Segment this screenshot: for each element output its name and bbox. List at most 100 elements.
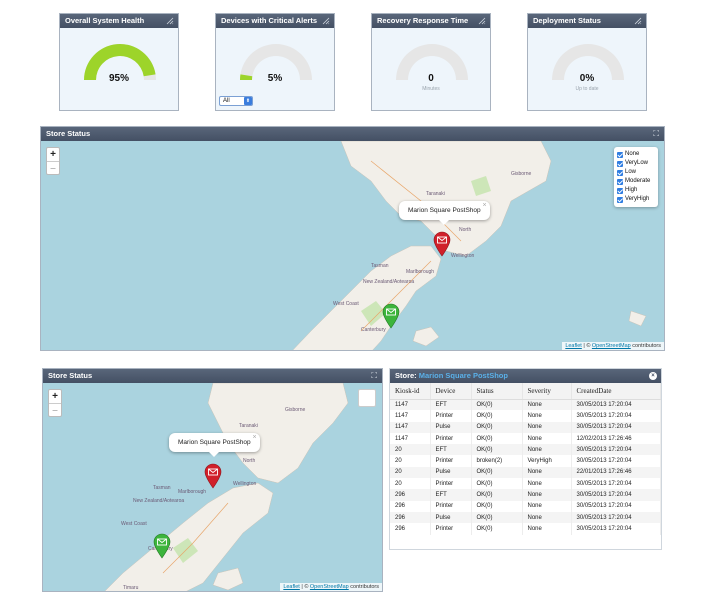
table-row[interactable]: 296 EFT OK(0) None 30/05/2013 17:20:04 — [390, 489, 661, 501]
legend-row-none[interactable]: None — [617, 150, 655, 159]
column-header[interactable]: CreatedDate — [571, 383, 661, 400]
table-row[interactable]: 20 Printer OK(0) None 30/05/2013 17:20:04 — [390, 478, 661, 490]
leaflet-link[interactable]: Leaflet — [283, 584, 300, 590]
map-attribution: Leaflet | © OpenStreetMap contributors — [562, 342, 664, 350]
legend-label: Low — [625, 169, 637, 175]
table-row[interactable]: 296 Printer OK(0) None 30/05/2013 17:20:04 — [390, 523, 661, 535]
table-cell: OK(0) — [471, 523, 523, 535]
table-cell: OK(0) — [471, 444, 523, 456]
table-cell: None — [522, 511, 572, 524]
store-name-link[interactable]: Marion Square PostShop — [418, 371, 508, 380]
place-label: Taranaki — [239, 423, 258, 429]
resize-icon[interactable] — [634, 17, 642, 25]
select-arrow-icon: ⬍ — [244, 97, 252, 105]
place-label: Tasman — [371, 263, 389, 269]
table-cell: Printer — [430, 523, 472, 535]
map-title: Store Status — [41, 127, 664, 141]
table-row[interactable]: 1147 EFT OK(0) None 30/05/2013 17:20:04 — [390, 399, 661, 411]
table-row[interactable]: 296 Printer OK(0) None 30/05/2013 17:20:04 — [390, 500, 661, 512]
legend-row-high[interactable]: High — [617, 186, 655, 195]
layer-toggle-button[interactable] — [358, 389, 376, 407]
table-row[interactable]: 296 Pulse OK(0) None 30/05/2013 17:20:04 — [390, 511, 661, 524]
gauge-card-recovery-time: Recovery Response Time 0 Minutes — [371, 13, 491, 111]
popup-close-icon[interactable]: × — [252, 434, 257, 441]
gauge-value: 95% — [108, 73, 129, 84]
place-label: Tasman — [153, 485, 171, 491]
green-store-pin-icon[interactable] — [382, 303, 400, 329]
store-panel-header: Store: Marion Square PostShop × — [390, 369, 661, 383]
checkbox-icon[interactable] — [617, 187, 623, 194]
close-icon[interactable]: × — [649, 372, 657, 380]
map-canvas[interactable]: Gisborne Taranaki Wellington Marlborough… — [43, 383, 382, 591]
resize-icon[interactable] — [166, 17, 174, 25]
table-row[interactable]: 1147 Pulse OK(0) None 30/05/2013 17:20:04 — [390, 421, 661, 433]
place-label: Marlborough — [406, 269, 435, 275]
osm-link[interactable]: OpenStreetMap — [591, 343, 631, 349]
expand-icon[interactable]: ⛶ — [371, 371, 377, 380]
place-label: New Zealand/Aotearoa — [133, 498, 185, 504]
column-header[interactable]: Device — [430, 383, 472, 400]
gauge-title: Recovery Response Time — [372, 14, 490, 28]
zoom-in-button[interactable]: + — [52, 391, 58, 402]
resize-icon[interactable] — [478, 17, 486, 25]
table-row[interactable]: 1147 Printer OK(0) None 12/02/2013 17:26:46 — [390, 432, 661, 445]
table-cell: 30/05/2013 17:20:04 — [571, 489, 661, 501]
green-store-pin-icon[interactable] — [153, 533, 171, 559]
checkbox-icon[interactable] — [617, 151, 623, 158]
place-label: North — [459, 227, 472, 233]
column-header[interactable]: Status — [471, 383, 523, 400]
device-filter-select[interactable]: All ⬍ — [219, 96, 253, 106]
table-cell: Printer — [430, 455, 472, 467]
table-cell: 296 — [390, 511, 431, 524]
map-canvas[interactable]: Gisborne Taranaki Wellington Marlborough… — [41, 141, 664, 350]
table-cell: OK(0) — [471, 399, 523, 411]
table-row[interactable]: 20 EFT OK(0) None 30/05/2013 17:20:04 — [390, 444, 661, 456]
zoom-in-button[interactable]: + — [50, 149, 56, 160]
gauge-arc — [552, 44, 624, 80]
expand-icon[interactable]: ⛶ — [653, 129, 659, 138]
table-cell: Printer — [430, 432, 472, 445]
table-cell: None — [522, 410, 572, 422]
legend-row-low[interactable]: Low — [617, 168, 655, 177]
zoom-control: + – — [46, 147, 60, 175]
device-filter-value: All — [223, 98, 230, 104]
osm-link[interactable]: OpenStreetMap — [309, 584, 349, 590]
table-cell: Printer — [430, 478, 472, 490]
table-cell: OK(0) — [471, 466, 523, 479]
table-cell: Pulse — [430, 511, 472, 524]
column-header[interactable]: Severity — [522, 383, 572, 400]
checkbox-icon[interactable] — [617, 169, 623, 176]
checkbox-icon[interactable] — [617, 178, 623, 185]
zoom-out-button[interactable]: – — [49, 403, 61, 416]
leaflet-link[interactable]: Leaflet — [565, 343, 582, 349]
zoom-out-button[interactable]: – — [47, 161, 59, 174]
popup-close-icon[interactable]: × — [482, 202, 487, 209]
gauge-track — [396, 44, 468, 80]
column-header[interactable]: Kiosk-id — [390, 383, 431, 400]
gauge-card-deployment: Deployment Status 0% Up to date — [527, 13, 647, 111]
checkbox-icon[interactable] — [617, 196, 623, 203]
table-cell: OK(0) — [471, 489, 523, 501]
legend-row-moderate[interactable]: Moderate — [617, 177, 655, 186]
table-cell: OK(0) — [471, 410, 523, 422]
gauge-value: 0% — [579, 73, 595, 84]
table-cell: None — [522, 500, 572, 512]
table-cell: 20 — [390, 466, 431, 479]
legend-row-veryhigh[interactable]: VeryHigh — [617, 195, 655, 204]
store-device-panel: Store: Marion Square PostShop × Kiosk-id… — [389, 368, 662, 550]
table-cell: 22/01/2013 17:26:46 — [571, 466, 661, 479]
resize-icon[interactable] — [322, 17, 330, 25]
red-store-pin-icon[interactable] — [204, 463, 222, 489]
table-cell: 30/05/2013 17:20:04 — [571, 455, 661, 467]
table-cell: 1147 — [390, 410, 431, 422]
checkbox-icon[interactable] — [617, 160, 623, 167]
legend-row-verylow[interactable]: VeryLow — [617, 159, 655, 168]
place-label: Taranaki — [426, 191, 445, 197]
gauge-fill — [84, 44, 156, 80]
red-store-pin-icon[interactable] — [433, 231, 451, 257]
table-row[interactable]: 20 Printer broken(2) VeryHigh 30/05/2013 17:… — [390, 455, 661, 467]
table-row[interactable]: 20 Pulse OK(0) None 22/01/2013 17:26:46 — [390, 466, 661, 479]
table-cell: Printer — [430, 500, 472, 512]
table-row[interactable]: 1147 Printer OK(0) None 30/05/2013 17:20:04 — [390, 410, 661, 422]
store-popup: Marion Square PostShop × — [169, 433, 260, 457]
